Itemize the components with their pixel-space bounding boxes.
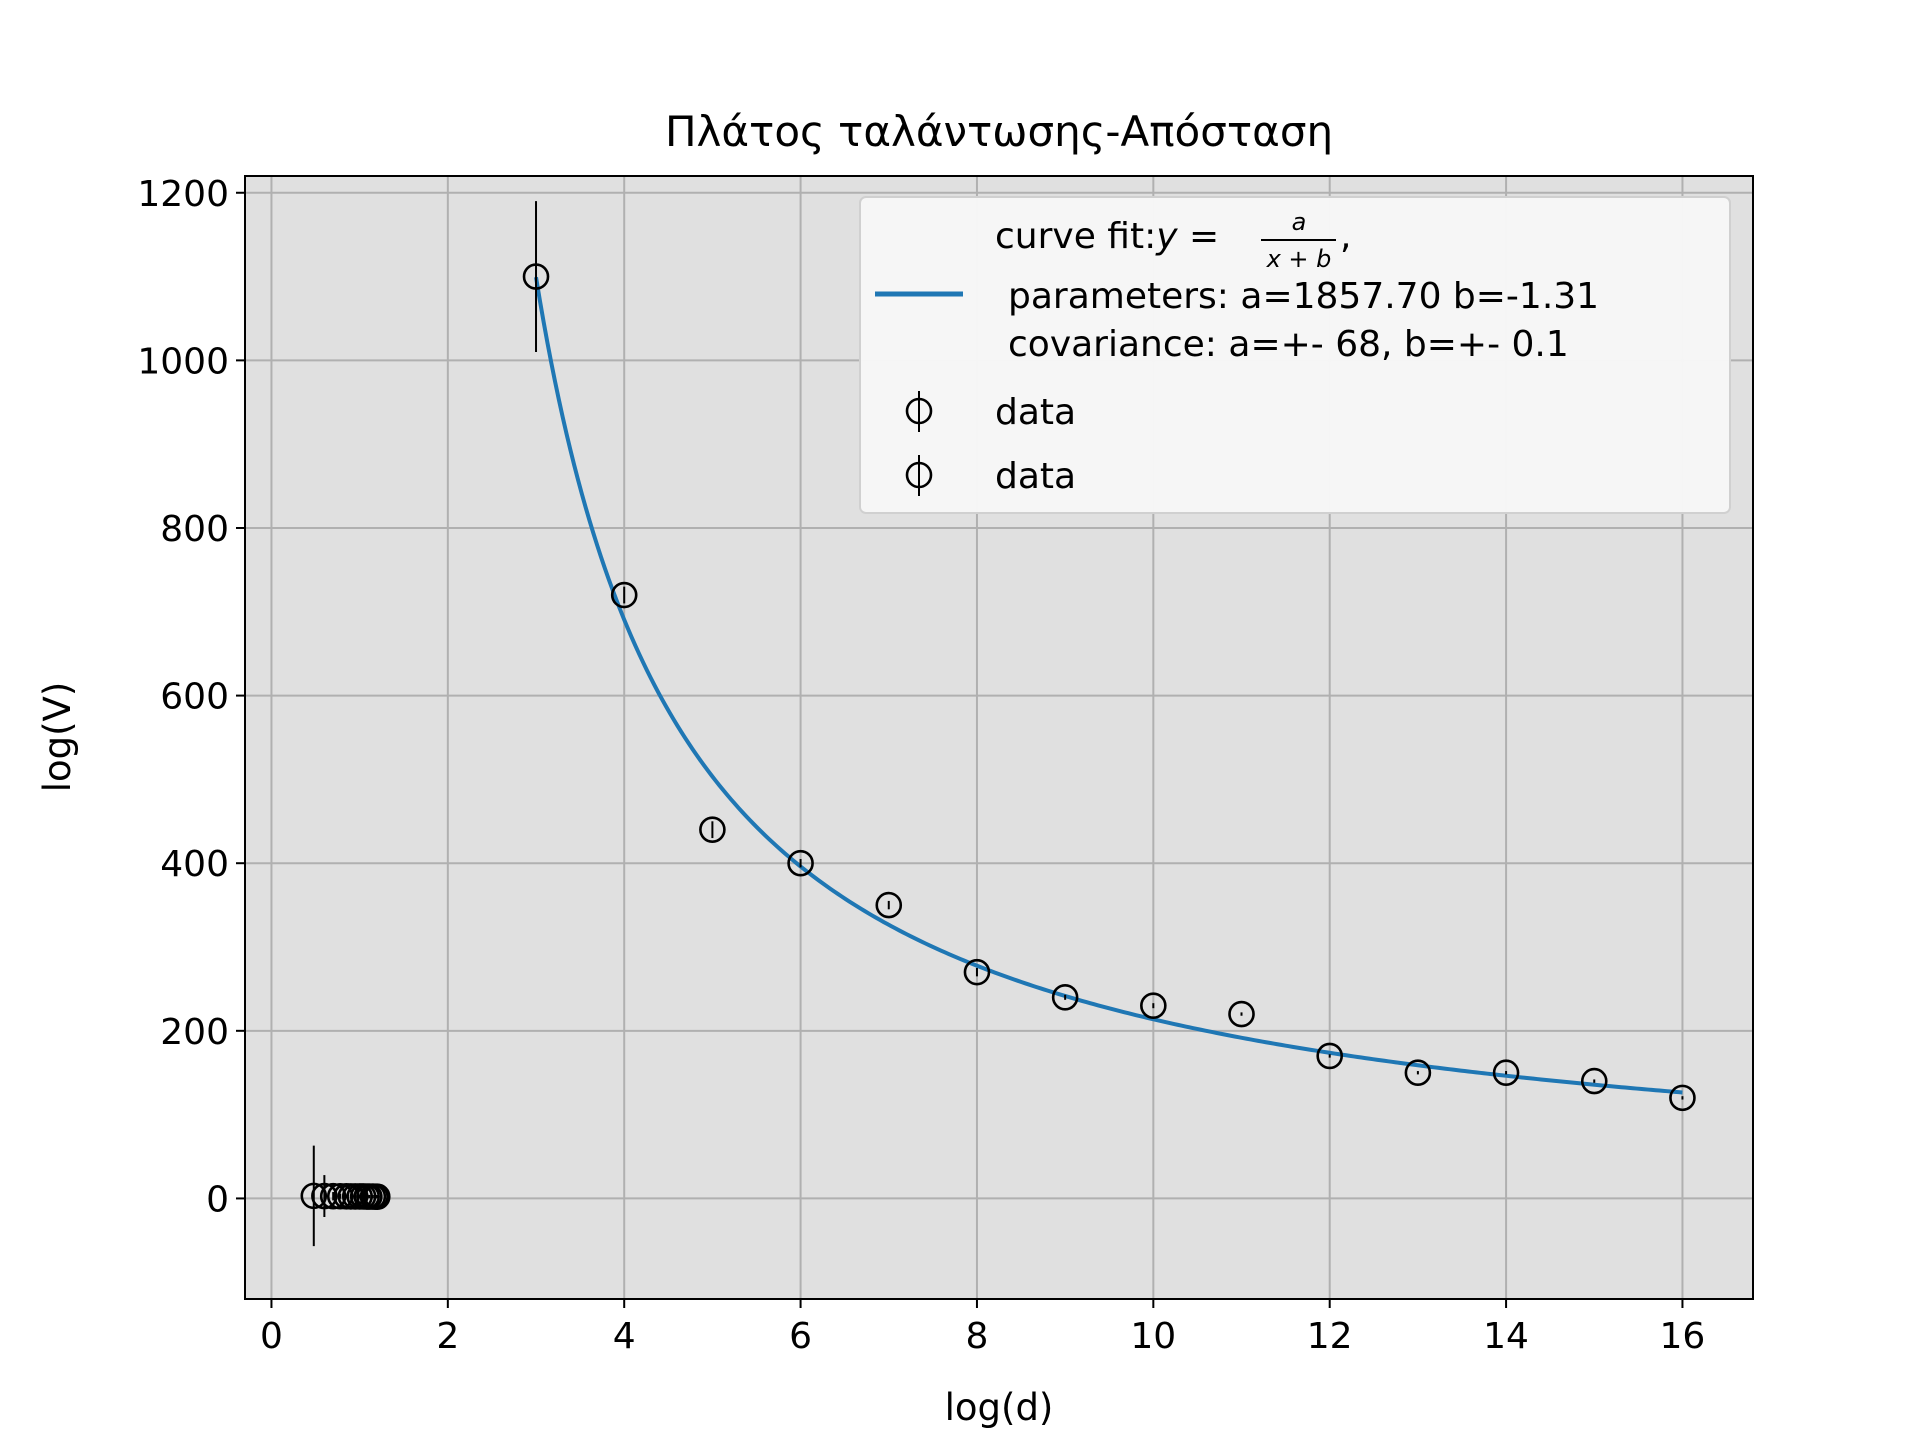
x-tick-label: 0 [260,1316,283,1357]
y-tick-label: 400 [160,844,229,885]
data-point [300,1182,328,1210]
chart-title: Πλάτος ταλάντωσης-Απόσταση [665,107,1333,156]
data-point [363,1183,391,1210]
legend: curve fit:y = a x + b , parameters: a=18… [859,196,1731,514]
x-tick-label: 8 [966,1316,989,1357]
legend-fit-suffix: , [1340,216,1351,257]
data-point [1228,1000,1255,1028]
plot-frame [244,175,1754,1300]
data-point [319,1182,347,1210]
x-tick-label: 16 [1660,1316,1706,1357]
axis-ticks: 0 2 4 6 8 10 12 14 16 0 200 400 600 800 1000 1200 [137,174,1705,1357]
legend-data-label-1: data [995,392,1076,433]
data-point [610,581,638,609]
legend-fit-covariance: covariance: a=+- 68, b=+- 0.1 [1008,324,1569,365]
legend-data-label-2: data [995,456,1076,497]
legend-fit-fraction-denominator: x + b [1266,245,1332,273]
y-tick-label: 600 [160,677,229,718]
series-layer [300,201,1696,1247]
data-point [311,1182,338,1210]
x-tick-label: 4 [613,1316,636,1357]
fit-curve [534,276,1683,1095]
data-point [1580,1067,1608,1095]
legend-fit-label: curve fit:y = [995,216,1219,257]
legend-fit-parameters: parameters: a=1857.70 b=-1.31 [1008,276,1599,317]
y-axis-label: log(V) [36,682,79,793]
legend-fit-prefix: curve fit: [995,216,1156,257]
x-tick-label: 12 [1307,1316,1353,1357]
data-point [1140,992,1167,1019]
y-tick-label: 1000 [137,341,229,382]
data-point [1316,1042,1344,1070]
data-point [963,958,991,986]
data-point [787,849,814,877]
legend-fit-fraction-numerator: a [1292,208,1307,236]
data-point [1051,983,1079,1011]
data-point [1404,1059,1432,1087]
legend-box [859,196,1731,514]
data-point [1492,1059,1520,1087]
y-tick-label: 0 [206,1179,229,1220]
legend-data-marker-1 [905,391,933,432]
legend-data-marker-2 [905,455,933,496]
x-tick-label: 14 [1483,1316,1529,1357]
data-point [875,891,903,919]
data-point [522,263,550,290]
data-point [699,816,726,843]
x-axis-label: log(d) [945,1386,1054,1429]
x-tick-label: 10 [1130,1316,1176,1357]
y-tick-label: 800 [160,509,229,550]
x-tick-label: 6 [789,1316,812,1357]
data-point [1669,1084,1696,1112]
y-tick-label: 1200 [137,174,229,215]
x-tick-label: 2 [436,1316,459,1357]
legend-fit-formula-lhs: y = [1155,216,1219,257]
y-tick-label: 200 [160,1012,229,1053]
